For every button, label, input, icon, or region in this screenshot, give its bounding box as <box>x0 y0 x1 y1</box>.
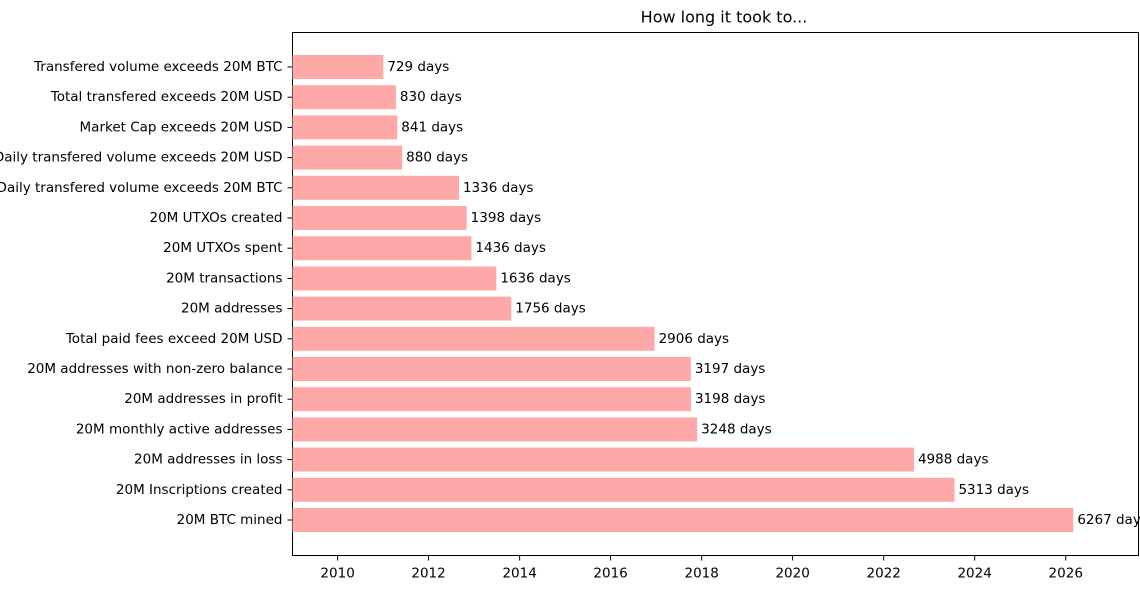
bar <box>292 417 698 442</box>
value-label: 880 days <box>406 150 468 166</box>
value-label: 1636 days <box>500 270 571 286</box>
bar <box>292 296 512 321</box>
y-tick-label: 20M UTXOs created <box>149 210 282 226</box>
y-tick-label: Market Cap exceeds 20M USD <box>80 119 283 135</box>
y-tick-label: 20M monthly active addresses <box>76 421 283 437</box>
value-label: 3197 days <box>695 361 766 377</box>
y-tick-label: 20M addresses with non-zero balance <box>27 361 282 377</box>
value-label: 4988 days <box>918 452 989 468</box>
value-label: 3248 days <box>701 421 772 437</box>
bar <box>292 115 398 140</box>
y-tick-label: 20M Inscriptions created <box>116 482 283 498</box>
x-tick-label: 2010 <box>320 566 354 582</box>
y-tick-label: Daily transfered volume exceeds 20M BTC <box>0 180 283 196</box>
y-tick-label: 20M addresses in profit <box>124 391 282 407</box>
bar <box>292 266 497 291</box>
value-label: 830 days <box>400 89 462 105</box>
bar <box>292 236 472 261</box>
bar <box>292 55 384 79</box>
x-tick-label: 2014 <box>502 566 536 582</box>
value-label: 1336 days <box>463 180 534 196</box>
value-label: 6267 days <box>1077 512 1140 528</box>
bar <box>292 447 914 472</box>
y-tick-label: Total transfered exceeds 20M USD <box>50 89 283 105</box>
value-label: 1398 days <box>471 210 542 226</box>
x-tick-label: 2018 <box>684 566 718 582</box>
y-tick-label: Transfered volume exceeds 20M BTC <box>33 59 282 75</box>
bar <box>292 326 655 351</box>
value-label: 3198 days <box>695 391 766 407</box>
chart-title: How long it took to... <box>641 8 808 27</box>
value-label: 841 days <box>401 119 463 135</box>
x-tick-label: 2020 <box>775 566 809 582</box>
plot-frame <box>292 32 1139 556</box>
value-label: 2906 days <box>659 331 730 347</box>
bar <box>292 477 955 502</box>
x-tick-label: 2012 <box>411 566 445 582</box>
x-tick-label: 2026 <box>1049 566 1083 582</box>
value-label: 1756 days <box>515 301 586 317</box>
bar <box>292 357 691 381</box>
value-label: 5313 days <box>958 482 1029 498</box>
y-tick-label: 20M UTXOs spent <box>163 240 282 256</box>
x-tick-label: 2022 <box>867 566 901 582</box>
value-label: 1436 days <box>475 240 546 256</box>
bar <box>292 175 459 200</box>
bar <box>292 508 1074 532</box>
y-tick-label: Total paid fees exceed 20M USD <box>65 331 283 347</box>
bar <box>292 85 396 110</box>
value-label: 729 days <box>387 59 449 75</box>
x-tick-label: 2024 <box>957 566 991 582</box>
x-tick-label: 2016 <box>593 566 627 582</box>
y-tick-label: Daily transfered volume exceeds 20M USD <box>0 150 283 166</box>
bar <box>292 206 467 230</box>
y-tick-label: 20M BTC mined <box>177 512 283 528</box>
y-tick-label: 20M addresses in loss <box>134 452 282 468</box>
bar <box>292 145 403 170</box>
y-tick-label: 20M transactions <box>166 270 282 286</box>
bar <box>292 387 691 412</box>
y-tick-label: 20M addresses <box>181 301 283 317</box>
